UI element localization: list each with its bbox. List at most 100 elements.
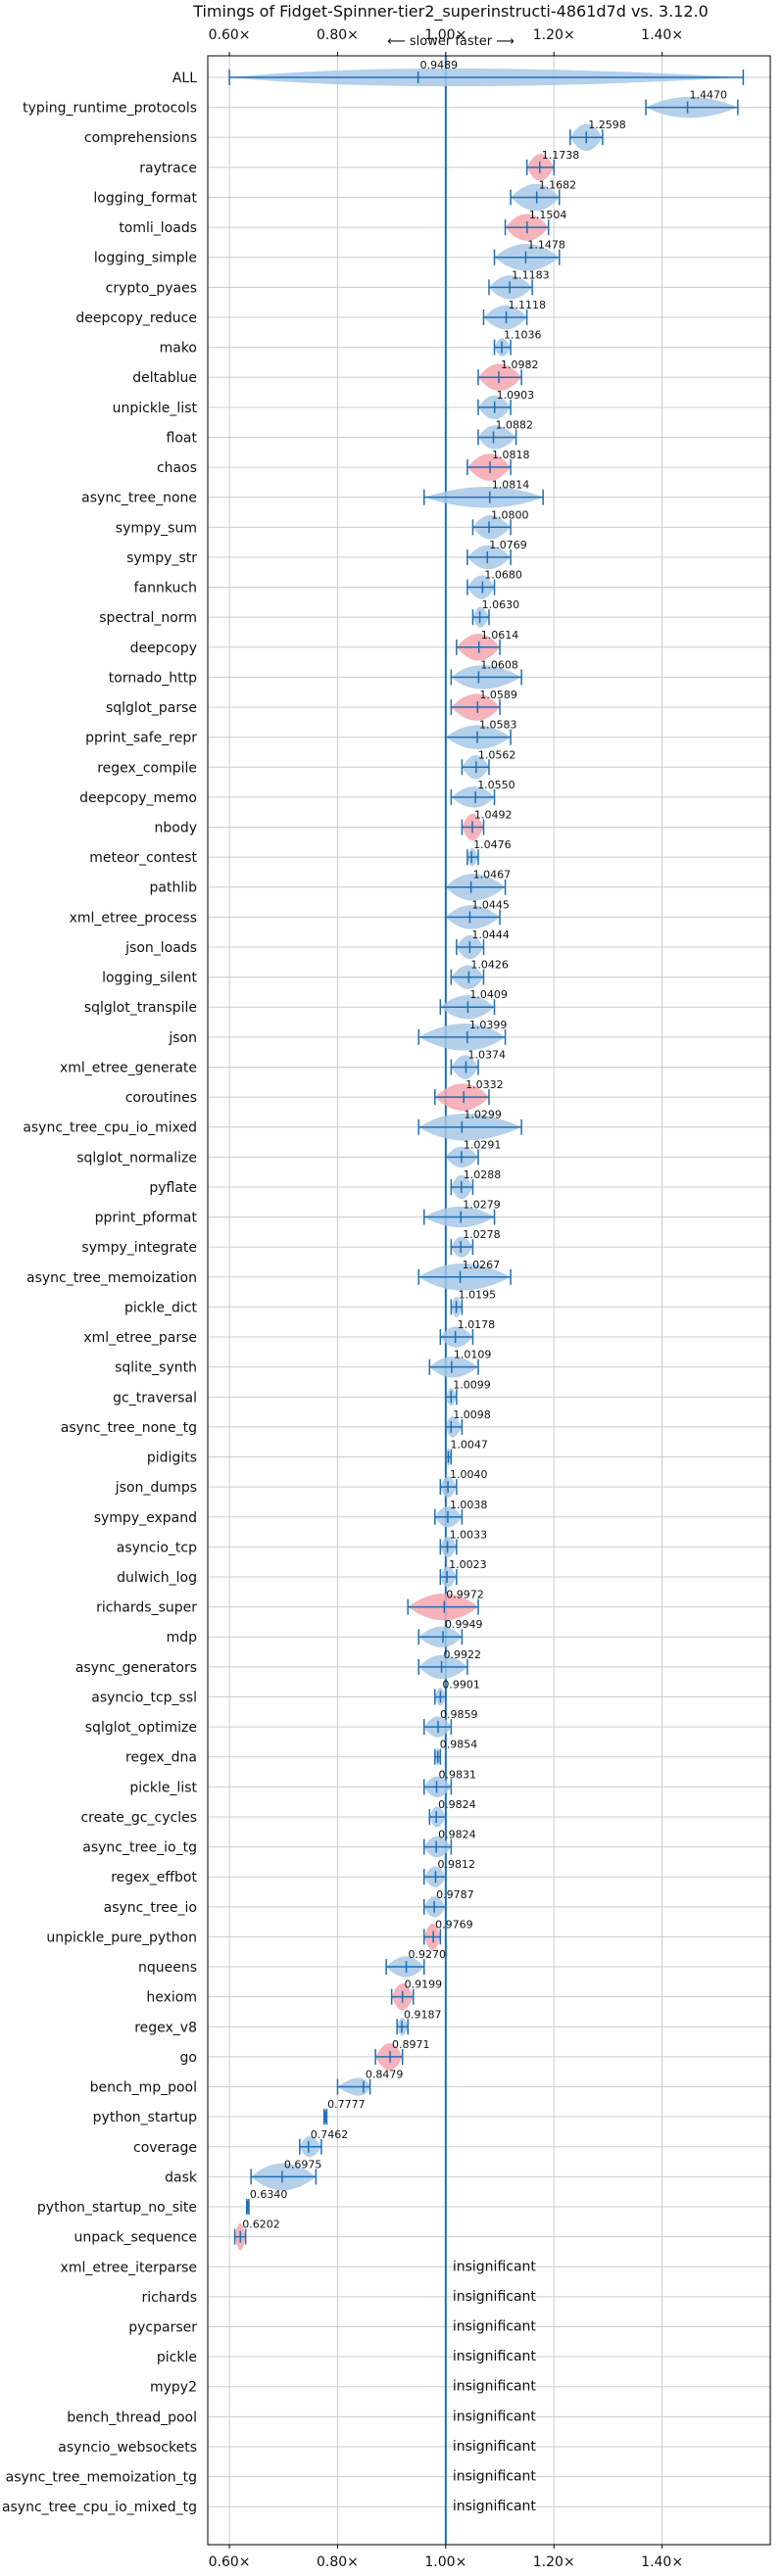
benchmark-row: 0.9824	[423, 1829, 476, 1858]
category-label: asyncio_websockets	[58, 2440, 197, 2456]
chart-title: Timings of Fidget-Spinner-tier2_superins…	[192, 2, 709, 22]
category-label: logging_silent	[102, 971, 197, 986]
benchmark-row: 0.9270	[385, 1948, 447, 1978]
benchmark-row: 1.1738	[525, 149, 580, 181]
value-label: 1.0288	[464, 1169, 502, 1181]
value-label: 1.0550	[477, 779, 514, 791]
benchmark-row: 1.0476	[466, 838, 512, 867]
category-label: async_tree_io	[104, 1900, 197, 1916]
category-label: mypy2	[150, 2380, 197, 2396]
value-label: 1.0583	[479, 719, 517, 732]
category-label: async_generators	[75, 1660, 197, 1676]
value-label: 1.0814	[492, 479, 530, 492]
benchmark-row: 0.8479	[336, 2069, 403, 2096]
benchmark-row: 0.7777	[322, 2098, 366, 2126]
category-label: sqlite_synth	[115, 1360, 197, 1376]
category-label: chaos	[157, 460, 197, 476]
value-label: 1.0562	[478, 748, 516, 761]
value-label: 1.2598	[588, 119, 626, 131]
bottom-tick-label: 1.40×	[641, 2554, 683, 2570]
grid-layer	[208, 56, 770, 2545]
benchmark-row: 1.0099	[445, 1378, 491, 1407]
category-label: pyflate	[149, 1180, 197, 1196]
value-label: 1.0409	[469, 988, 508, 1001]
category-label: async_tree_memoization_tg	[6, 2470, 197, 2486]
category-label: mdp	[167, 1630, 198, 1646]
category-label: hexiom	[146, 1990, 197, 2006]
benchmark-row: 1.0445	[445, 898, 510, 930]
value-label: 0.9972	[446, 1589, 484, 1601]
benchmark-row: 1.1504	[504, 209, 566, 241]
benchmark-row: 1.0267	[417, 1259, 512, 1291]
value-label: 1.0109	[454, 1349, 492, 1361]
benchmark-row: 1.0800	[471, 508, 529, 540]
benchmark-row: 0.7462	[299, 2128, 348, 2158]
value-label: 1.0099	[453, 1378, 491, 1391]
category-label: xml_etree_generate	[60, 1060, 197, 1075]
value-label: 1.1682	[539, 178, 577, 191]
top-tick-label: 1.20×	[533, 27, 575, 43]
violin-layer: 0.9489 1.4470 1.2598 1.1738 1.1682 1.1504 1.14…	[228, 56, 745, 2545]
category-label: pprint_pformat	[95, 1211, 198, 1226]
value-label: 1.0492	[474, 809, 512, 822]
bottom-tick-label: 0.60×	[209, 2554, 251, 2570]
benchmark-row: insignificant	[453, 2259, 537, 2274]
benchmark-row: insignificant	[453, 2409, 537, 2424]
value-label: 0.9199	[405, 1979, 443, 1991]
value-label: 0.9854	[440, 1739, 478, 1751]
benchmark-row: 1.0278	[450, 1228, 501, 1258]
benchmark-row: 0.9824	[428, 1798, 476, 1828]
category-label: nbody	[155, 821, 198, 836]
category-label: pickle	[157, 2350, 197, 2365]
value-label: 1.0680	[484, 569, 522, 582]
value-label: 0.9812	[437, 1858, 475, 1871]
value-label: 0.9489	[420, 59, 459, 72]
benchmark-row: 1.0299	[417, 1109, 522, 1141]
value-label: 1.0279	[463, 1199, 501, 1212]
benchmark-row: 1.0291	[445, 1138, 501, 1169]
value-label: 1.0098	[453, 1408, 491, 1421]
benchmark-row: 1.0550	[450, 779, 515, 808]
category-label: sympy_str	[126, 550, 197, 566]
value-label: 1.0332	[466, 1078, 504, 1091]
value-label: 1.0608	[480, 658, 518, 671]
category-label: deltablue	[132, 370, 197, 386]
insignificant-label: insignificant	[453, 2409, 537, 2424]
category-label: xml_etree_iterparse	[61, 2260, 197, 2275]
category-label: mako	[160, 341, 197, 357]
value-label: 0.9824	[438, 1798, 476, 1811]
benchmark-row: insignificant	[453, 2499, 537, 2514]
benchmark-row: insignificant	[453, 2469, 537, 2485]
benchmark-row: 1.0818	[466, 449, 530, 481]
category-label: comprehensions	[84, 130, 197, 146]
benchmark-row: insignificant	[453, 2289, 537, 2305]
category-label: async_tree_cpu_io_mixed	[23, 1121, 197, 1136]
value-label: 1.0818	[492, 449, 530, 461]
benchmark-row: 1.1682	[510, 178, 577, 212]
value-label: 0.9270	[409, 1948, 447, 1961]
benchmark-row: insignificant	[453, 2439, 537, 2455]
benchmark-row: 0.6202	[233, 2218, 280, 2251]
category-label: nqueens	[138, 1960, 197, 1976]
top-tick-label: 1.00×	[424, 27, 466, 43]
value-label: 1.0023	[449, 1558, 487, 1571]
benchmark-row: 1.4470	[645, 89, 739, 119]
value-label: 1.1738	[542, 149, 580, 162]
value-label: 1.0267	[463, 1259, 501, 1271]
category-label: pickle_list	[129, 1780, 197, 1795]
value-label: 0.9787	[436, 1888, 474, 1901]
top-axis: 0.60× 0.80× 1.00× 1.20× 1.40×	[209, 27, 683, 56]
value-label: 1.1118	[509, 299, 547, 311]
benchmark-row: 1.0195	[450, 1288, 496, 1318]
category-label: typing_runtime_protocols	[23, 101, 197, 117]
benchmark-row: 0.9831	[423, 1768, 476, 1798]
benchmark-row: 0.9859	[423, 1708, 478, 1738]
value-label: 0.6975	[284, 2158, 322, 2171]
value-label: 1.0589	[479, 689, 517, 701]
category-label: sqlglot_transpile	[84, 1000, 197, 1016]
category-label: sqlglot_parse	[106, 700, 197, 716]
value-label: 1.0374	[467, 1048, 505, 1061]
benchmark-row: 1.0589	[450, 689, 517, 721]
value-label: 0.8971	[392, 2038, 430, 2051]
category-label: python_startup	[93, 2110, 197, 2125]
